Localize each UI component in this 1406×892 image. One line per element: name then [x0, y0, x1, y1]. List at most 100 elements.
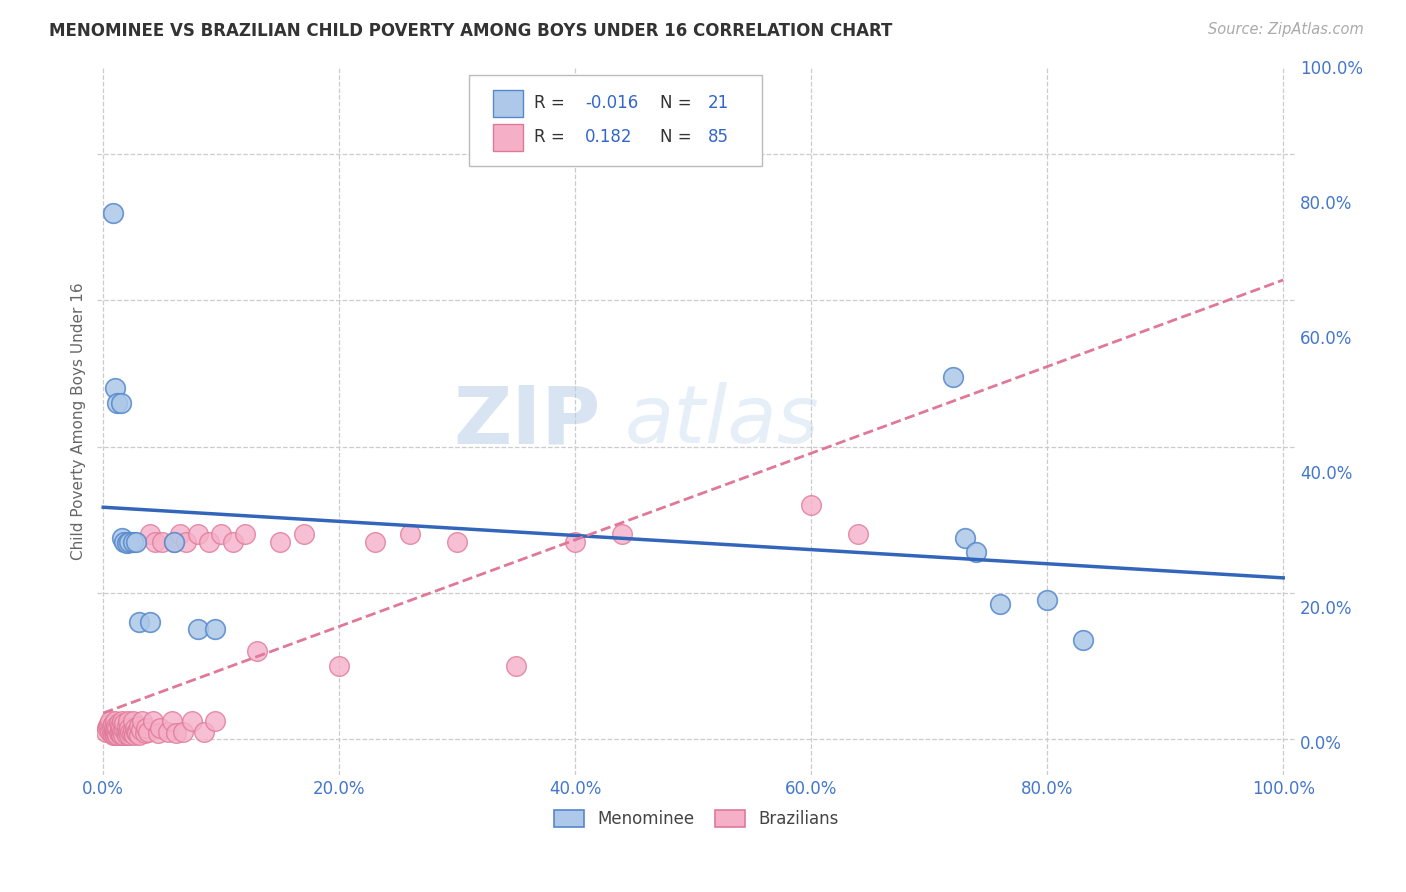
FancyBboxPatch shape — [492, 124, 523, 151]
Text: -0.016: -0.016 — [585, 95, 638, 112]
Point — [187, 527, 209, 541]
Point — [953, 531, 976, 545]
Point — [101, 728, 124, 742]
Point — [169, 527, 191, 541]
Point — [328, 658, 350, 673]
Point — [269, 534, 291, 549]
Point — [988, 597, 1011, 611]
Point — [163, 534, 186, 549]
Point — [125, 534, 148, 549]
Point — [139, 615, 162, 629]
Point — [111, 714, 134, 728]
Point — [180, 714, 202, 728]
Text: Source: ZipAtlas.com: Source: ZipAtlas.com — [1208, 22, 1364, 37]
Point — [128, 719, 150, 733]
Point — [142, 714, 165, 728]
Point — [112, 727, 135, 741]
Point — [115, 728, 138, 742]
Point — [114, 723, 136, 738]
Point — [124, 721, 146, 735]
Point — [121, 723, 143, 738]
Point — [118, 727, 141, 741]
Point — [100, 726, 122, 740]
Point — [128, 615, 150, 629]
Point — [114, 726, 136, 740]
Point — [94, 724, 117, 739]
Point — [98, 724, 121, 739]
Point — [125, 724, 148, 739]
Text: 85: 85 — [709, 128, 730, 146]
Point — [114, 534, 136, 549]
Point — [108, 719, 131, 733]
Point — [105, 726, 128, 740]
Text: 21: 21 — [709, 95, 730, 112]
Point — [209, 527, 232, 541]
Point — [104, 728, 127, 742]
Point — [107, 721, 129, 735]
Point — [107, 715, 129, 730]
FancyBboxPatch shape — [492, 90, 523, 117]
Y-axis label: Child Poverty Among Boys Under 16: Child Poverty Among Boys Under 16 — [72, 282, 86, 560]
Text: N =: N = — [661, 95, 697, 112]
Text: atlas: atlas — [624, 382, 820, 460]
Point — [800, 498, 823, 512]
Point — [110, 721, 132, 735]
Point — [122, 727, 145, 741]
Point — [848, 527, 870, 541]
Point — [174, 534, 197, 549]
Point — [100, 719, 122, 733]
Point — [128, 728, 150, 742]
Text: ZIP: ZIP — [453, 382, 600, 460]
Point — [127, 726, 149, 740]
Point — [121, 726, 143, 740]
Point — [965, 545, 987, 559]
Point — [114, 715, 136, 730]
Point — [446, 534, 468, 549]
FancyBboxPatch shape — [468, 75, 762, 166]
Point — [143, 534, 166, 549]
Point — [120, 724, 142, 739]
Point — [104, 723, 127, 738]
Text: R =: R = — [534, 128, 571, 146]
Point — [150, 534, 173, 549]
Point — [233, 527, 256, 541]
Point — [115, 719, 138, 733]
Point — [117, 714, 139, 728]
Point — [146, 726, 169, 740]
Point — [193, 724, 215, 739]
Legend: Menominee, Brazilians: Menominee, Brazilians — [547, 803, 845, 835]
Point — [107, 728, 129, 742]
Point — [111, 531, 134, 545]
Point — [103, 721, 125, 735]
Point — [222, 534, 245, 549]
Point — [98, 717, 121, 731]
Point — [292, 527, 315, 541]
Point — [198, 534, 221, 549]
Point — [101, 717, 124, 731]
Point — [399, 527, 422, 541]
Point — [98, 714, 121, 728]
Text: 0.182: 0.182 — [585, 128, 633, 146]
Point — [134, 726, 156, 740]
Point — [121, 714, 143, 728]
Point — [1071, 633, 1094, 648]
Point — [108, 724, 131, 739]
Point — [163, 534, 186, 549]
Point — [97, 719, 120, 733]
Point — [104, 714, 127, 728]
Point — [942, 370, 965, 384]
Point — [1036, 593, 1059, 607]
Point — [111, 724, 134, 739]
Point — [204, 623, 226, 637]
Point — [173, 724, 195, 739]
Point — [165, 726, 187, 740]
Point — [110, 396, 132, 410]
Point — [118, 534, 141, 549]
Point — [131, 714, 153, 728]
Point — [505, 658, 527, 673]
Point — [187, 623, 209, 637]
Point — [103, 726, 125, 740]
Point — [564, 534, 586, 549]
Point — [107, 726, 129, 740]
Text: R =: R = — [534, 95, 571, 112]
